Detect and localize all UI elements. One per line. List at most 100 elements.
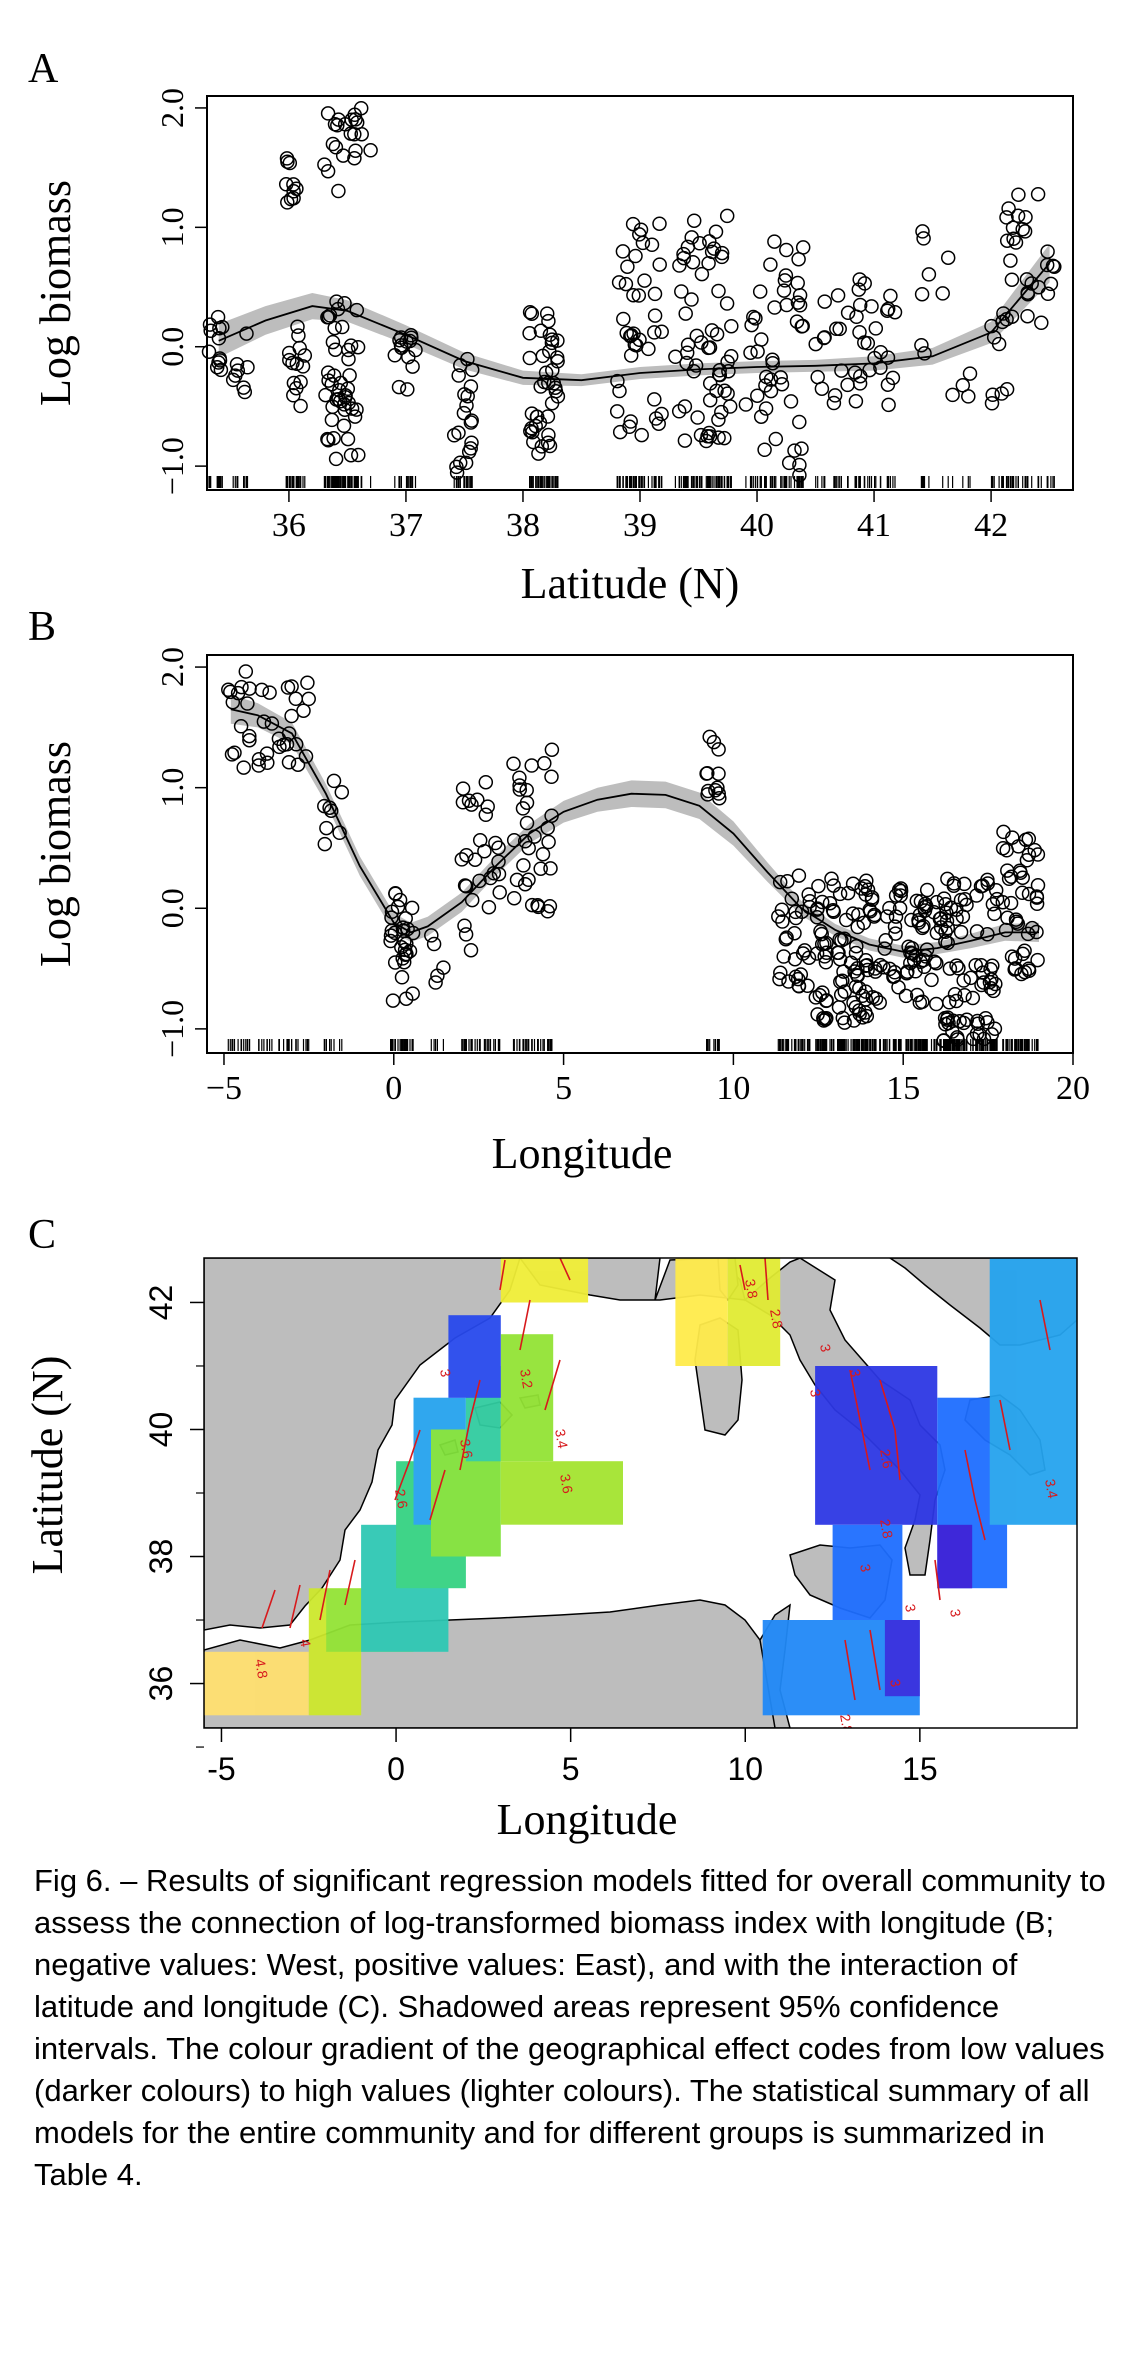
contour-label: 3.4	[552, 1428, 571, 1450]
data-point	[710, 780, 725, 796]
data-point	[318, 387, 333, 403]
data-point	[999, 210, 1014, 225]
contour-line	[429, 1469, 446, 1521]
contour-label: 3.2	[517, 1368, 536, 1390]
data-point	[472, 873, 487, 889]
data-point	[620, 259, 635, 274]
data-point	[1019, 272, 1035, 287]
data-point	[959, 897, 974, 913]
data-point	[868, 321, 884, 336]
data-point	[337, 402, 353, 417]
data-point	[394, 970, 410, 985]
data-point	[794, 441, 809, 456]
data-point	[1019, 853, 1035, 868]
data-point	[542, 344, 557, 359]
data-point	[1043, 276, 1059, 292]
data-point	[1027, 842, 1042, 858]
data-point	[363, 143, 378, 158]
figure-caption: Fig 6. – Results of significant regressi…	[34, 1863, 1106, 2192]
contour-label: 3.8	[742, 1278, 761, 1300]
data-point	[811, 878, 826, 894]
data-point	[816, 1011, 831, 1026]
data-point	[851, 907, 866, 922]
data-point	[924, 972, 939, 988]
data-point	[521, 840, 536, 856]
data-point	[995, 894, 1011, 910]
data-point	[717, 383, 732, 399]
data-point	[719, 208, 735, 224]
data-point	[329, 294, 344, 309]
data-point	[404, 900, 420, 916]
data-point	[908, 948, 924, 963]
data-point	[812, 988, 828, 1003]
data-point	[209, 359, 225, 375]
data-point	[463, 415, 479, 430]
data-point	[612, 383, 627, 399]
data-point	[999, 843, 1014, 858]
data-point	[677, 433, 693, 448]
data-point	[1039, 257, 1055, 273]
data-point	[999, 382, 1015, 397]
data-point	[791, 868, 807, 883]
data-point	[814, 894, 830, 910]
data-point	[1020, 926, 1036, 942]
data-point	[918, 896, 933, 912]
data-point	[711, 283, 726, 299]
data-point	[774, 902, 790, 917]
data-point	[647, 286, 663, 302]
data-point	[424, 928, 439, 943]
x-tick-label: 10	[716, 1070, 750, 1107]
data-point	[942, 961, 958, 976]
data-point	[887, 304, 903, 320]
data-point	[965, 990, 981, 1006]
data-point	[738, 397, 754, 412]
data-point	[347, 409, 363, 424]
data-point	[802, 899, 817, 915]
data-point	[647, 308, 663, 323]
data-point	[775, 914, 790, 929]
data-point	[1015, 946, 1031, 962]
axes-group: -5 0 5 10 15 36 38 40 42	[143, 1285, 938, 1787]
data-point	[780, 873, 795, 889]
data-point	[887, 919, 903, 934]
data-point	[458, 455, 474, 471]
data-point	[540, 435, 556, 451]
data-point	[883, 288, 898, 304]
data-point	[852, 272, 867, 287]
contour-label: 4	[297, 1638, 314, 1649]
data-point	[794, 904, 810, 919]
contour-label: 3.6	[557, 1473, 576, 1495]
contour-line	[499, 1259, 506, 1291]
data-point	[855, 1010, 871, 1025]
y-tick-label: 1.0	[154, 768, 190, 808]
data-points-group	[201, 100, 1062, 483]
data-point	[985, 387, 1000, 403]
data-point	[1020, 308, 1035, 324]
data-point	[212, 351, 228, 366]
x-axis-label: Latitude (N)	[521, 559, 740, 608]
data-point	[652, 216, 667, 231]
data-point	[878, 933, 893, 948]
contour-line	[394, 1429, 421, 1501]
data-point	[491, 840, 506, 856]
data-point	[985, 896, 1001, 912]
y-tick-label: 38	[143, 1539, 179, 1575]
data-point	[538, 365, 554, 380]
data-point	[398, 991, 414, 1006]
data-point	[426, 936, 442, 952]
data-point	[787, 925, 802, 941]
data-point	[229, 357, 245, 372]
data-point	[824, 871, 839, 887]
data-point	[690, 410, 705, 425]
data-point	[936, 891, 952, 906]
data-point	[524, 406, 540, 421]
data-point	[961, 389, 976, 404]
data-point	[686, 213, 702, 228]
data-point	[343, 447, 359, 463]
data-point	[541, 427, 556, 443]
panel-c-map-heatmap: 4.8 4 3.6 3.2 3 3.4 3.6 3 2.8 3.8 3 3 2.6 2.8 3 3 3 2.8 3 3…	[23, 1257, 1078, 1844]
data-point	[481, 899, 497, 915]
data-point	[857, 276, 872, 291]
data-point	[712, 790, 727, 806]
